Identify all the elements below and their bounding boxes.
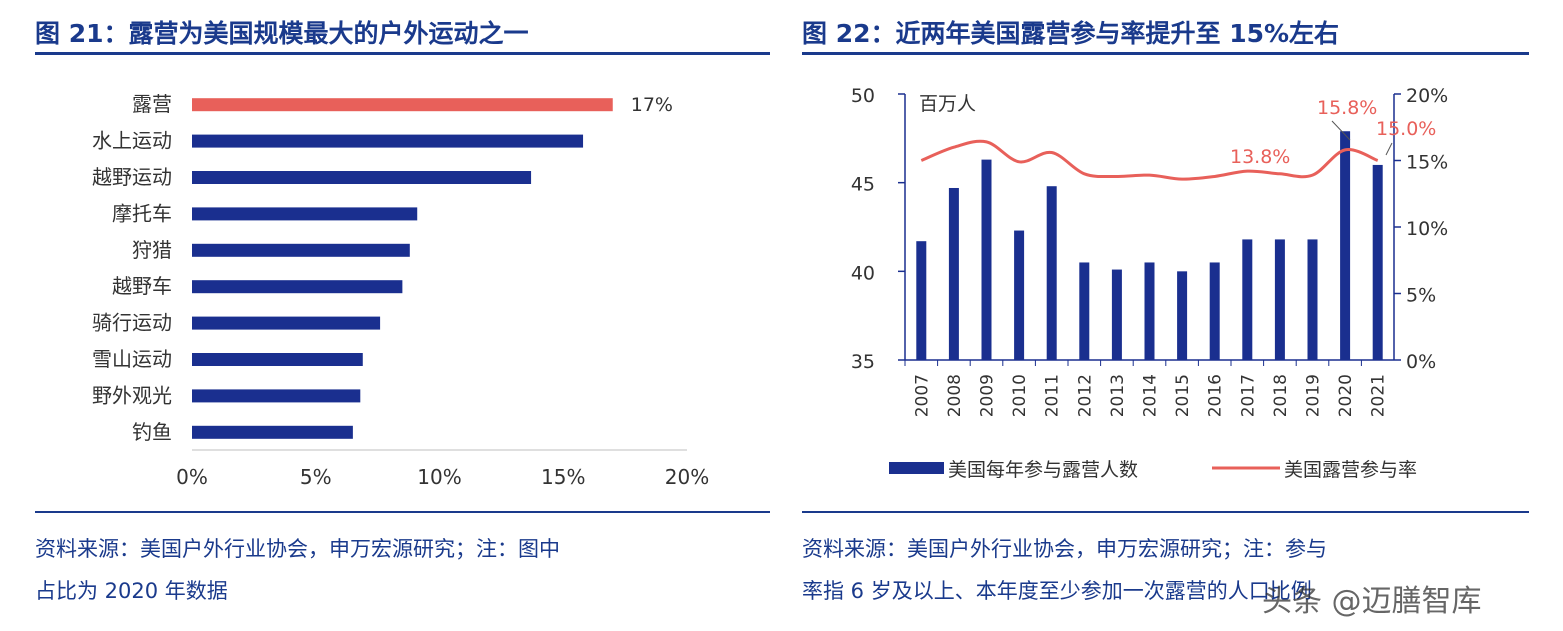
source-line-1: 资料来源：美国户外行业协会，申万宏源研究；注：参与	[802, 537, 1327, 561]
bar	[192, 134, 584, 148]
bar	[916, 241, 927, 360]
figure-22-source: 资料来源：美国户外行业协会，申万宏源研究；注：参与 率指 6 岁及以上、本年度至…	[802, 528, 1327, 612]
legend-swatch-bar	[889, 462, 944, 474]
title-rule	[35, 52, 770, 55]
source-line-2: 率指 6 岁及以上、本年度至少参加一次露营的人口比例	[802, 579, 1312, 603]
category-label: 狩猎	[132, 238, 172, 262]
x-tick-label: 2019	[1304, 374, 1324, 417]
category-label: 露营	[132, 92, 172, 116]
left-tick-label: 40	[851, 262, 875, 284]
x-tick-label: 2021	[1369, 374, 1389, 417]
bar	[192, 353, 363, 366]
bar	[1079, 262, 1090, 360]
camping-participation-combo-chart: 35 40 45 50 0% 5% 10% 15% 20% 百万人 2007 2008 2009 2010…	[851, 85, 1448, 481]
left-tick-label: 45	[851, 174, 875, 196]
x-tick-label: 2020	[1336, 374, 1356, 417]
bar	[192, 425, 353, 439]
source-line-2: 占比为 2020 年数据	[35, 579, 228, 603]
bar	[192, 207, 418, 221]
bar	[192, 280, 403, 294]
left-tick-label: 50	[851, 85, 875, 107]
bar	[1242, 239, 1253, 360]
x-tick-label: 2011	[1043, 374, 1063, 417]
x-tick-label: 5%	[300, 465, 332, 489]
category-label: 野外观光	[92, 383, 172, 407]
bar	[1372, 164, 1383, 360]
figure-21-source: 资料来源：美国户外行业协会，申万宏源研究；注：图中 占比为 2020 年数据	[35, 528, 560, 612]
bar	[1144, 262, 1155, 360]
bar	[192, 171, 532, 184]
x-tick-label: 2007	[912, 374, 932, 417]
x-tick-label: 2008	[945, 374, 965, 417]
left-tick-label: 35	[851, 351, 875, 373]
category-label: 雪山运动	[92, 347, 172, 371]
source-rule	[802, 511, 1529, 513]
bar	[192, 98, 613, 112]
data-label: 17%	[631, 94, 673, 116]
category-label: 骑行运动	[92, 311, 172, 335]
x-tick-label: 10%	[417, 465, 461, 489]
annotation-leader	[1385, 142, 1393, 156]
figure-22-title: 图 22：近两年美国露营参与率提升至 15%左右	[802, 19, 1340, 48]
source-line-1: 资料来源：美国户外行业协会，申万宏源研究；注：图中	[35, 537, 560, 561]
bar	[1014, 230, 1025, 360]
y-unit-label: 百万人	[919, 93, 976, 115]
left-panel: 图 21：露营为美国规模最大的户外运动之一 露营 17% 水上运动越野运动摩托车狩猎…	[35, 0, 770, 631]
category-label: 越野车	[112, 274, 172, 298]
bar	[948, 187, 959, 360]
bar	[1111, 269, 1122, 360]
participation-rate-line	[920, 139, 1379, 181]
figure-21-title: 图 21：露营为美国规模最大的户外运动之一	[35, 19, 529, 48]
x-tick-label: 2017	[1238, 374, 1258, 417]
x-tick-label: 20%	[665, 465, 709, 489]
bar	[192, 389, 361, 403]
annotation-label: 13.8%	[1230, 146, 1290, 168]
bar	[981, 159, 992, 360]
right-tick-label: 10%	[1406, 218, 1448, 240]
bar	[1177, 271, 1188, 360]
right-tick-label: 5%	[1406, 285, 1436, 307]
x-tick-label: 2009	[978, 374, 998, 417]
annotation-leader	[1331, 120, 1351, 141]
source-rule	[35, 511, 770, 513]
x-tick-label: 0%	[176, 465, 208, 489]
legend-label: 美国每年参与露营人数	[948, 459, 1138, 481]
right-tick-label: 20%	[1406, 85, 1448, 107]
category-label: 水上运动	[92, 129, 172, 153]
bar	[1046, 186, 1057, 360]
x-tick-label: 2018	[1271, 374, 1291, 417]
x-tick-label: 2013	[1108, 374, 1128, 417]
category-label: 钓鱼	[132, 420, 172, 444]
watermark: 头条 @迈膳智库	[1262, 584, 1482, 619]
legend-label: 美国露营参与率	[1284, 459, 1417, 481]
right-tick-label: 0%	[1406, 351, 1436, 373]
x-tick-label: 2012	[1075, 374, 1095, 417]
x-tick-label: 2016	[1206, 374, 1226, 417]
bar	[1209, 262, 1220, 360]
annotation-label: 15.8%	[1317, 97, 1377, 119]
title-rule	[802, 52, 1529, 55]
bar	[192, 243, 410, 257]
x-tick-label: 15%	[541, 465, 585, 489]
x-tick-label: 2010	[1010, 374, 1030, 417]
bar	[1307, 239, 1318, 360]
category-label: 摩托车	[112, 201, 172, 225]
category-label: 越野运动	[92, 165, 172, 189]
annotation-label: 15.0%	[1376, 118, 1436, 140]
bar	[1274, 239, 1285, 360]
x-tick-label: 2014	[1141, 374, 1161, 417]
right-tick-label: 15%	[1406, 152, 1448, 174]
x-tick-label: 2015	[1173, 374, 1193, 417]
bar	[192, 316, 381, 330]
bar	[1340, 131, 1351, 360]
right-panel: 图 22：近两年美国露营参与率提升至 15%左右 35 40 45 50 0% 5% 10%…	[802, 0, 1529, 631]
